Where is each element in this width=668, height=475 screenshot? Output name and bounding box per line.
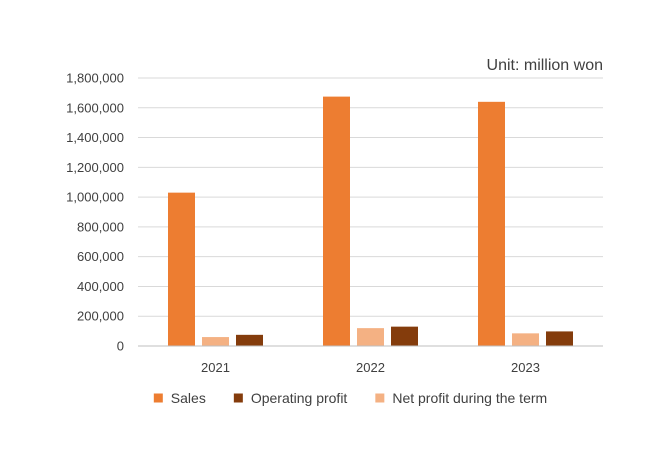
bars bbox=[168, 96, 573, 346]
y-tick-label: 0 bbox=[117, 339, 124, 354]
bar bbox=[357, 328, 384, 346]
x-tick-label: 2022 bbox=[356, 360, 385, 375]
gridlines bbox=[138, 77, 603, 317]
bar bbox=[546, 331, 573, 346]
bar bbox=[168, 192, 195, 346]
bar bbox=[512, 333, 539, 346]
legend-item: Operating profit bbox=[233, 390, 348, 406]
bar bbox=[236, 334, 263, 346]
x-tick-label: 2023 bbox=[511, 360, 540, 375]
legend-label: Sales bbox=[171, 390, 206, 406]
legend-swatch bbox=[375, 393, 385, 403]
y-tick-label: 1,200,000 bbox=[66, 160, 124, 175]
axes: 0 200,000 400,000 600,000 800,000 1,000,000 1,… bbox=[66, 71, 603, 375]
y-tick-label: 600,000 bbox=[77, 249, 124, 264]
y-tick-label: 1,400,000 bbox=[66, 130, 124, 145]
legend-swatch bbox=[233, 393, 243, 403]
legend-label: Operating profit bbox=[251, 390, 348, 406]
y-tick-label: 1,000,000 bbox=[66, 190, 124, 205]
legend-label: Net profit during the term bbox=[392, 390, 547, 406]
legend: Sales Operating profit Net profit during t… bbox=[153, 390, 547, 406]
bar bbox=[391, 326, 418, 346]
legend-item: Sales bbox=[153, 390, 206, 406]
y-tick-label: 1,800,000 bbox=[66, 71, 124, 86]
unit-label: Unit: million won bbox=[487, 57, 603, 74]
y-tick-label: 800,000 bbox=[77, 219, 124, 234]
legend-item: Net profit during the term bbox=[375, 390, 547, 406]
x-tick-label: 2021 bbox=[201, 360, 230, 375]
legend-swatch bbox=[153, 393, 163, 403]
bar bbox=[478, 101, 505, 346]
bar bbox=[323, 96, 350, 346]
y-tick-label: 1,600,000 bbox=[66, 100, 124, 115]
y-tick-label: 400,000 bbox=[77, 279, 124, 294]
y-tick-label: 200,000 bbox=[77, 309, 124, 324]
bar bbox=[202, 337, 229, 346]
